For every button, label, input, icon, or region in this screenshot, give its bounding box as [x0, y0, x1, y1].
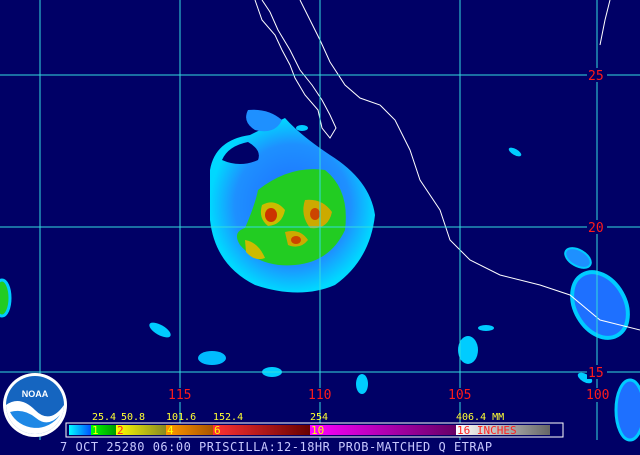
- colorbar-inch-label: 10: [311, 424, 324, 437]
- lat-label-25: 25: [588, 69, 604, 84]
- rainfall-field: [0, 109, 640, 442]
- colorbar-inch-label: 2: [117, 424, 124, 437]
- lat-label-15: 15: [588, 366, 604, 381]
- colorbar: 25.4 50.8 101.6 152.4 254 406.4 MM 1 2 4…: [65, 412, 564, 438]
- colorbar-mm-label: 406.4 MM: [456, 412, 504, 423]
- lon-label-105: 105: [448, 388, 471, 403]
- colorbar-inch-label: 6: [214, 424, 221, 437]
- lon-label-115: 115: [168, 388, 191, 403]
- colorbar-mm-label: 50.8: [121, 412, 145, 423]
- colorbar-mm-label: 101.6: [166, 412, 196, 423]
- colorbar-inch-label: 16 INCHES: [457, 424, 517, 437]
- colorbar-inch-label: 4: [167, 424, 174, 437]
- caption: 7 OCT 25280 06:00 PRISCILLA:12-18HR PROB…: [60, 440, 493, 454]
- lat-lon-grid: [0, 0, 640, 440]
- colorbar-mm-label: 152.4: [213, 412, 243, 423]
- colorbar-mm-label: 254: [310, 412, 328, 423]
- colorbar-mm-label: 25.4: [92, 412, 116, 423]
- noaa-logo-text: NOAA: [22, 389, 49, 399]
- colorbar-inch-label: 1: [92, 424, 99, 437]
- coastline: [254, 0, 640, 331]
- noaa-logo: NOAA: [3, 373, 67, 437]
- lon-label-100: 100: [586, 388, 609, 403]
- lat-label-20: 20: [588, 221, 604, 236]
- lon-label-110: 110: [308, 388, 331, 403]
